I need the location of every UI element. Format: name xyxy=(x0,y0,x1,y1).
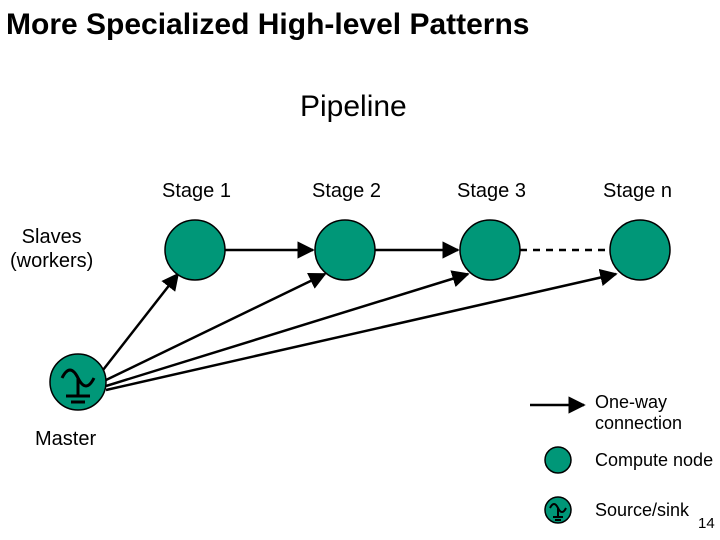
master-node xyxy=(50,354,106,410)
legend-compute-icon xyxy=(545,447,571,473)
stage-node-n xyxy=(610,220,670,280)
stage-node-1 xyxy=(165,220,225,280)
stage-node-3 xyxy=(460,220,520,280)
stage-node-2 xyxy=(315,220,375,280)
diagram-canvas xyxy=(0,0,720,540)
master-edges xyxy=(103,274,616,390)
legend-source-icon xyxy=(545,497,571,523)
